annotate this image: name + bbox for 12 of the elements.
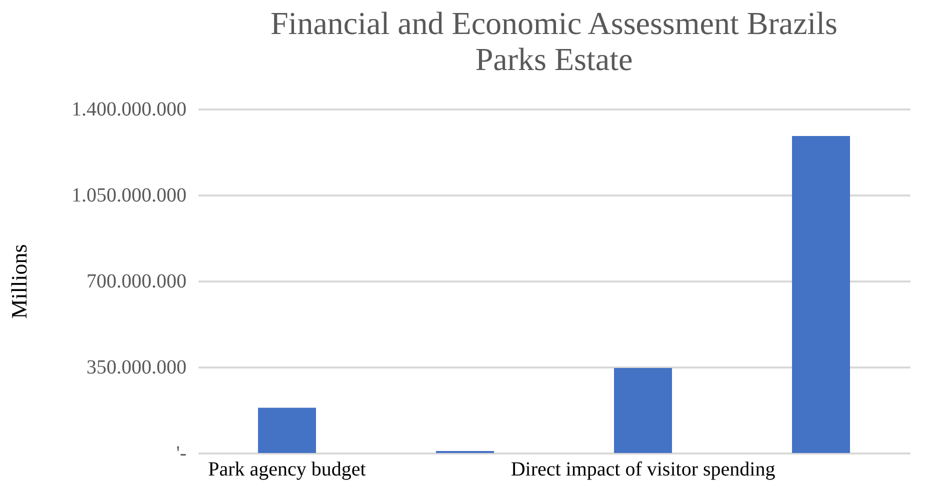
chart-title: Financial and Economic Assessment Brazils Parks Estate: [270, 5, 838, 77]
y-tick-label: 700.000.000: [86, 270, 186, 292]
bar: [614, 368, 672, 453]
y-tick-label: '-: [176, 442, 186, 464]
bar: [792, 136, 850, 453]
x-tick-label: Direct impact of visitor spending: [510, 458, 776, 480]
y-tick-label: 350.000.000: [86, 356, 186, 378]
x-tick-label: Park agency budget: [208, 458, 366, 480]
y-tick-label: 1.400.000.000: [72, 98, 186, 120]
y-axis-title: Millions: [6, 244, 32, 319]
y-tick-label: 1.050.000.000: [72, 184, 186, 206]
bar: [258, 408, 316, 453]
